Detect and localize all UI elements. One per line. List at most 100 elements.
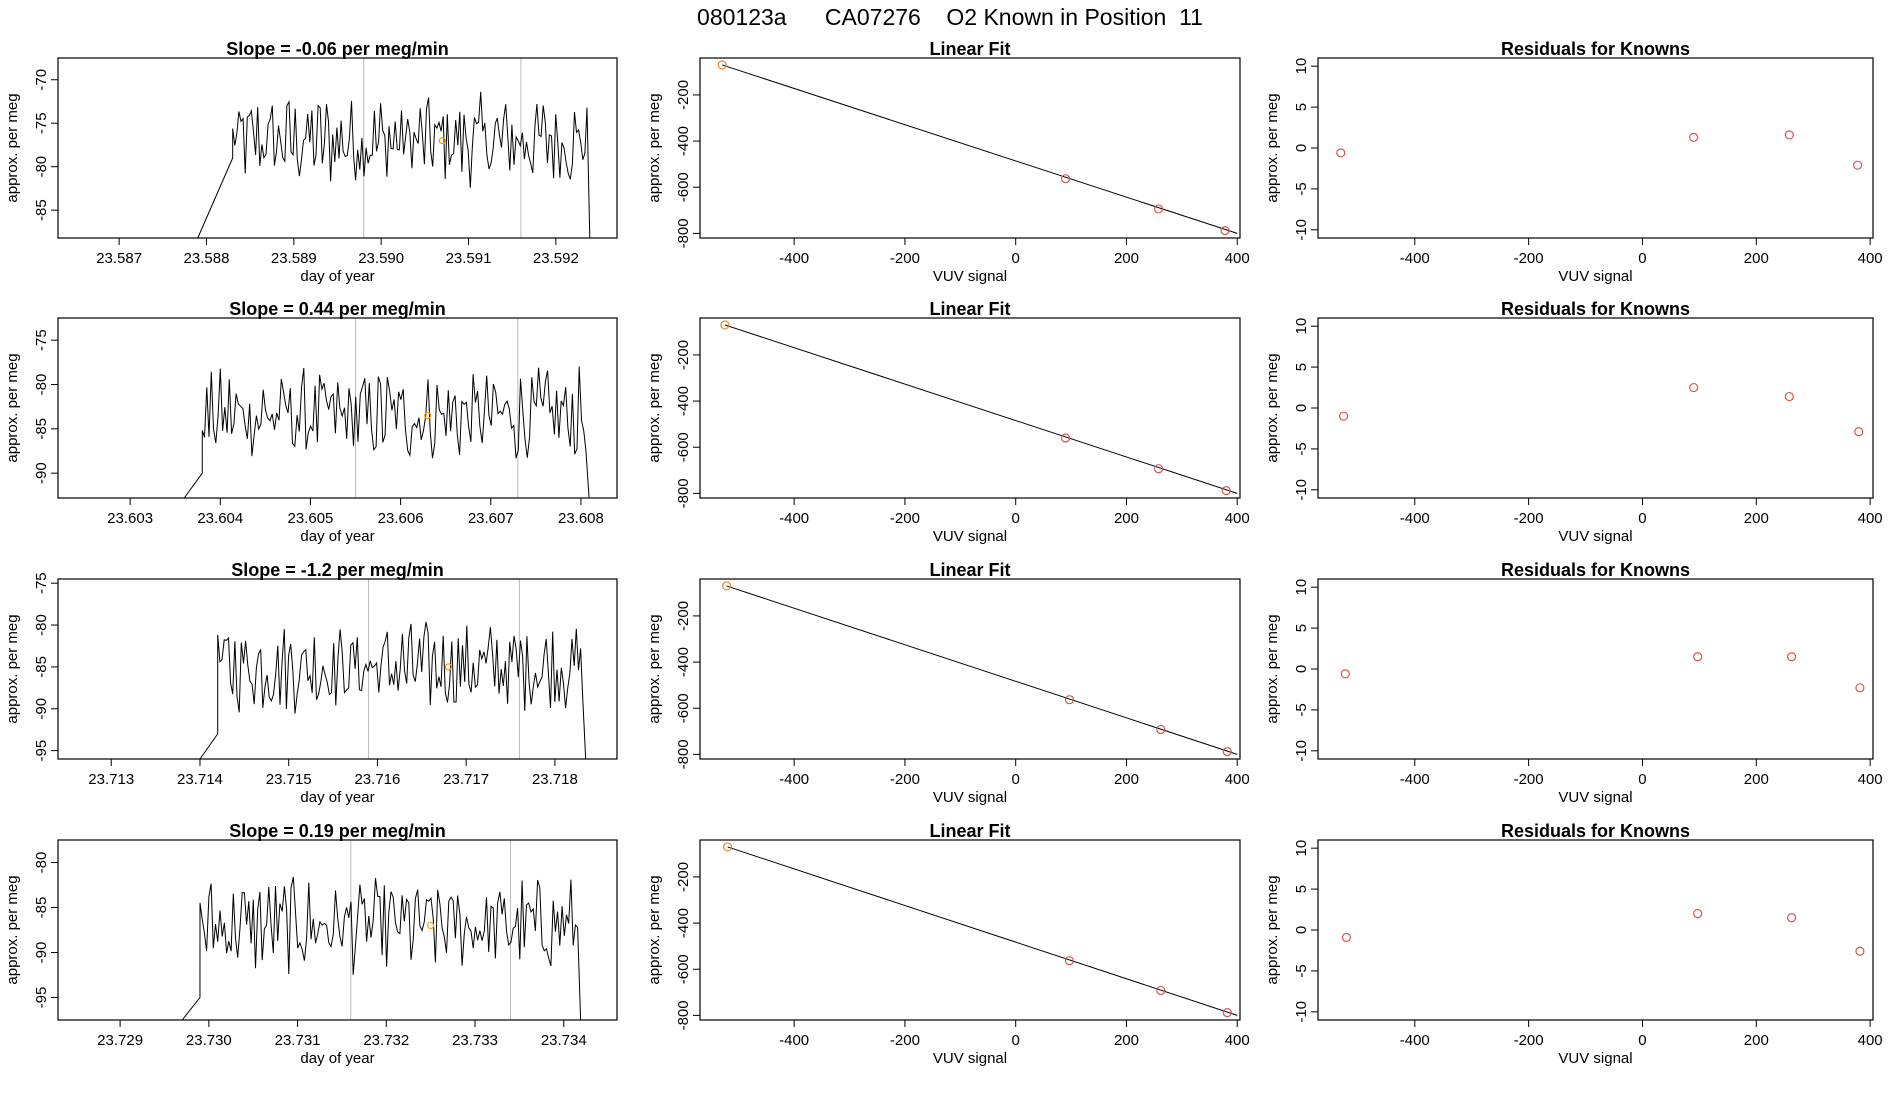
x-tick-label: 23.732 bbox=[363, 1032, 409, 1049]
panel-0-1: Linear Fit -400 -200 0 200 400 -800 -600 -400 -20… bbox=[646, 39, 1250, 285]
x-tick-label: 400 bbox=[1225, 510, 1250, 527]
x-tick-label: 0 bbox=[1638, 250, 1646, 267]
y-tick-label: -85 bbox=[33, 656, 50, 678]
panel-3-1: Linear Fit -400 -200 0 200 400 -800 -600 -400 -20… bbox=[646, 821, 1250, 1067]
y-tick-label: 5 bbox=[1293, 624, 1310, 632]
x-tick-label: 0 bbox=[1012, 1032, 1020, 1049]
x-tick-label: 0 bbox=[1012, 771, 1020, 788]
plot-frame bbox=[699, 57, 1241, 239]
series-line bbox=[197, 91, 591, 239]
y-tick-label: -80 bbox=[33, 852, 50, 874]
x-tick-label: 23.729 bbox=[97, 1032, 143, 1049]
panel-title: Linear Fit bbox=[929, 39, 1010, 59]
y-tick-label: -75 bbox=[33, 572, 50, 594]
data-point bbox=[1784, 130, 1794, 140]
y-tick-label: 5 bbox=[1293, 885, 1310, 893]
y-tick-label: -80 bbox=[33, 156, 50, 178]
x-axis-label: day of year bbox=[300, 268, 374, 285]
x-tick-label: 400 bbox=[1858, 1032, 1883, 1049]
x-tick-label: 23.733 bbox=[452, 1032, 498, 1049]
x-tick-label: 23.604 bbox=[197, 510, 243, 527]
x-tick-label: 200 bbox=[1114, 510, 1139, 527]
y-axis-label: approx. per meg bbox=[646, 875, 663, 984]
x-axis-label: VUV signal bbox=[933, 268, 1007, 285]
panel-title: Linear Fit bbox=[929, 299, 1010, 319]
x-tick-label: 23.590 bbox=[358, 250, 404, 267]
data-point bbox=[1689, 132, 1699, 142]
y-tick-label: -5 bbox=[1293, 703, 1310, 716]
y-tick-label: -90 bbox=[33, 462, 50, 484]
x-tick-label: 23.603 bbox=[107, 510, 153, 527]
x-tick-label: 200 bbox=[1744, 510, 1769, 527]
x-axis-label: VUV signal bbox=[1558, 268, 1632, 285]
y-tick-label: -5 bbox=[1293, 442, 1310, 455]
x-tick-label: 0 bbox=[1012, 250, 1020, 267]
x-tick-label: -400 bbox=[1400, 510, 1430, 527]
y-tick-label: -95 bbox=[33, 740, 50, 762]
x-axis-label: VUV signal bbox=[933, 789, 1007, 806]
data-point bbox=[1153, 204, 1164, 214]
y-tick-label: -75 bbox=[33, 329, 50, 351]
plot-frame bbox=[699, 839, 1241, 1021]
y-tick-label: -85 bbox=[33, 418, 50, 440]
y-tick-label: 5 bbox=[1293, 363, 1310, 371]
x-tick-label: 23.608 bbox=[558, 510, 604, 527]
x-axis-label: VUV signal bbox=[1558, 528, 1632, 545]
y-tick-label: 10 bbox=[1293, 840, 1310, 857]
x-axis-label: VUV signal bbox=[933, 1050, 1007, 1067]
fit-line bbox=[724, 324, 1238, 494]
data-point bbox=[1784, 391, 1794, 402]
data-point bbox=[717, 60, 727, 70]
y-tick-label: -10 bbox=[1293, 219, 1310, 241]
data-point bbox=[1222, 747, 1232, 757]
x-tick-label: 200 bbox=[1114, 771, 1139, 788]
y-tick-label: -90 bbox=[33, 942, 50, 964]
y-tick-label: 5 bbox=[1293, 103, 1310, 111]
data-point bbox=[1693, 652, 1703, 662]
x-tick-label: 23.717 bbox=[443, 771, 489, 788]
y-tick-label: -400 bbox=[675, 126, 692, 156]
y-tick-label: -85 bbox=[33, 897, 50, 919]
y-tick-label: -95 bbox=[33, 987, 50, 1009]
plot-frame bbox=[57, 57, 618, 239]
y-tick-label: -90 bbox=[33, 698, 50, 720]
x-tick-label: 23.731 bbox=[275, 1032, 321, 1049]
data-point bbox=[1222, 1008, 1232, 1018]
data-point bbox=[1153, 464, 1164, 474]
y-axis-label: approx. per meg bbox=[4, 875, 21, 984]
y-axis-label: approx. per meg bbox=[646, 353, 663, 462]
data-point bbox=[1220, 226, 1230, 236]
x-axis-label: day of year bbox=[300, 789, 374, 806]
plot-frame bbox=[1317, 57, 1874, 239]
data-point bbox=[723, 842, 733, 852]
x-tick-label: 23.734 bbox=[541, 1032, 587, 1049]
data-point bbox=[1060, 174, 1071, 184]
panel-0-0: Slope = -0.06 per meg/min 23.587 23.588 23.… bbox=[4, 39, 618, 285]
y-tick-label: -400 bbox=[675, 386, 692, 416]
panel-title: Slope = -1.2 per meg/min bbox=[231, 560, 444, 580]
panel-title: Residuals for Knowns bbox=[1501, 821, 1690, 841]
panel-0-2: Residuals for Knowns -400 -200 0 200 400 -10 -5… bbox=[1264, 39, 1883, 285]
x-tick-label: 23.730 bbox=[186, 1032, 232, 1049]
x-tick-label: 200 bbox=[1114, 1032, 1139, 1049]
y-axis-label: approx. per meg bbox=[4, 614, 21, 723]
data-point bbox=[1786, 652, 1797, 662]
data-point bbox=[1854, 427, 1864, 437]
x-tick-label: 23.588 bbox=[184, 250, 230, 267]
plot-frame bbox=[1317, 839, 1874, 1021]
data-point bbox=[1339, 411, 1349, 421]
x-tick-label: -400 bbox=[1400, 771, 1430, 788]
data-point bbox=[720, 320, 730, 330]
y-tick-label: -80 bbox=[33, 374, 50, 396]
panel-1-2: Residuals for Knowns -400 -200 0 200 400 -10 -5… bbox=[1264, 299, 1883, 545]
x-tick-label: -400 bbox=[1400, 250, 1430, 267]
y-axis-label: approx. per meg bbox=[4, 93, 21, 202]
panel-2-1: Linear Fit -400 -200 0 200 400 -800 -600 -400 -20… bbox=[646, 560, 1250, 806]
series-line bbox=[199, 621, 587, 760]
y-tick-label: 0 bbox=[1293, 665, 1310, 673]
y-axis-label: approx. per meg bbox=[1264, 614, 1281, 723]
x-tick-label: 200 bbox=[1744, 250, 1769, 267]
y-tick-label: -400 bbox=[675, 647, 692, 677]
y-tick-label: -10 bbox=[1293, 479, 1310, 501]
x-tick-label: -200 bbox=[1514, 771, 1544, 788]
